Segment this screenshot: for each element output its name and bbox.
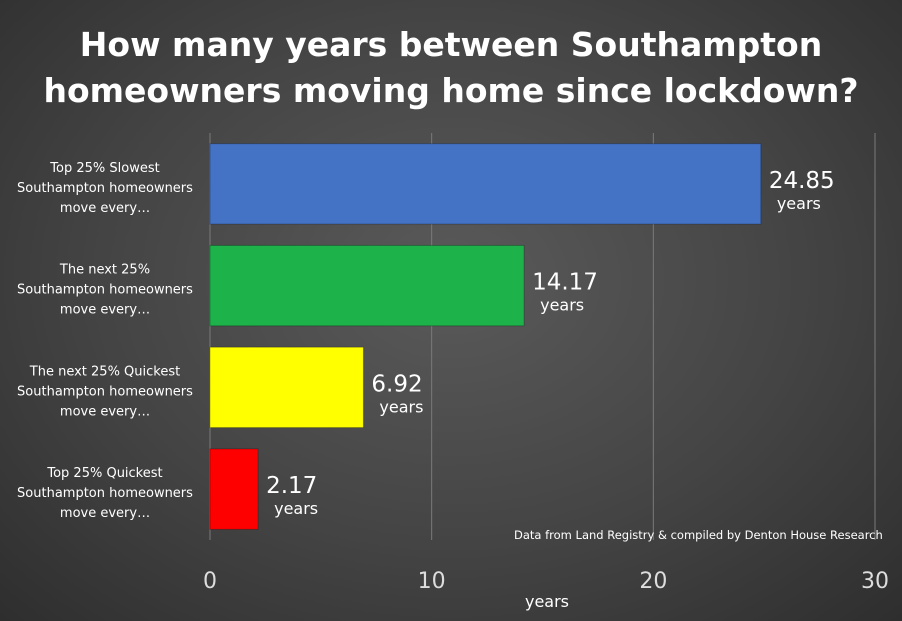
category-label-line: Top 25% Quickest	[46, 466, 162, 481]
data-label-4: 2.17	[266, 473, 317, 499]
chart-title-line-1: How many years between Southampton	[79, 25, 823, 64]
x-tick-label: 10	[418, 569, 446, 594]
data-label-1: 24.85	[769, 168, 835, 194]
bar-3	[209, 346, 364, 429]
category-labels: Top 25% Slowest Southampton homeowners mov…	[17, 161, 193, 521]
data-label-3: 6.92	[371, 371, 422, 397]
bar-2	[209, 244, 525, 327]
x-tick-label: 30	[861, 569, 889, 594]
category-label-line: The next 25% Quickest	[29, 364, 180, 379]
x-axis-title: years	[525, 592, 569, 611]
category-label-line: Southampton homeowners	[17, 384, 193, 399]
category-label-line: Southampton homeowners	[17, 181, 193, 196]
data-unit-label: years	[379, 397, 423, 416]
chart-title: How many years between Southampton homeo…	[0, 22, 902, 114]
category-label-line: Southampton homeowners	[17, 283, 193, 298]
bar-1	[209, 143, 762, 225]
source-note: Data from Land Registry & compiled by De…	[514, 528, 883, 542]
bars	[209, 143, 762, 530]
category-label-line: move every…	[60, 201, 150, 216]
category-label-line: Top 25% Slowest	[49, 161, 159, 176]
x-tick-labels: 0 10 20 30	[203, 569, 889, 594]
data-unit-label: years	[540, 296, 584, 315]
x-tick-label: 20	[639, 569, 667, 594]
category-label-line: move every…	[60, 303, 150, 318]
x-tick-label: 0	[203, 569, 217, 594]
category-label-line: Southampton homeowners	[17, 486, 193, 501]
category-label-line: The next 25%	[59, 263, 150, 278]
bar-4	[209, 448, 259, 530]
category-label-line: move every…	[60, 404, 150, 419]
category-label-line: move every…	[60, 506, 150, 521]
data-unit-label: years	[274, 499, 318, 518]
data-label-2: 14.17	[532, 270, 598, 296]
chart-title-line-2: homeowners moving home since lockdown?	[43, 71, 859, 110]
data-unit-label: years	[777, 194, 821, 213]
